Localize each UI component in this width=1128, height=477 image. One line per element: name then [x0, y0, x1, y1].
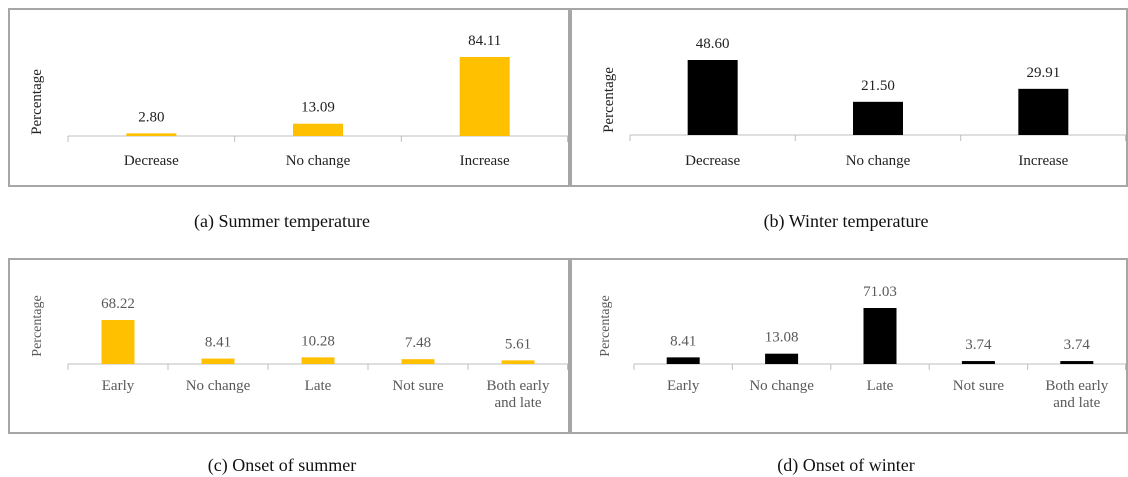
data-label-no-change: 13.09	[301, 100, 335, 116]
bar-early	[666, 357, 700, 364]
chart-panel-onset-of-winter: Percentage 8.41 Early 13.08 No change 71.03 La…	[570, 258, 1128, 434]
y-axis-title: Percentage	[601, 67, 617, 133]
category-label-not-sure: Not sure	[392, 378, 444, 394]
category-label-late: Late	[867, 378, 894, 394]
data-label-no-change: 21.50	[861, 78, 895, 94]
category-label-not-sure: Not sure	[953, 378, 1005, 394]
caption-onset-of-summer: (c) Onset of summer	[207, 455, 357, 475]
chart-panel-summer-temperature: Percentage 2.80 Decrease 13.09 No change 84.1…	[8, 8, 570, 187]
data-label-early: 68.22	[101, 296, 135, 312]
category-label-late: Late	[305, 378, 332, 394]
caption-winter-temperature: (b) Winter temperature	[763, 211, 929, 231]
bar-no-change	[293, 123, 343, 136]
category-label-both-early-and-late: Both early and late	[1045, 378, 1108, 411]
data-label-early: 8.41	[670, 333, 696, 349]
bar-late	[863, 308, 897, 364]
data-label-increase: 84.11	[468, 33, 501, 49]
bar-late	[301, 357, 335, 364]
chart-panel-winter-temperature: Percentage 48.60 Decrease 21.50 No change 29.…	[570, 8, 1128, 187]
bar-increase	[459, 57, 510, 136]
bar-not-sure	[961, 361, 995, 364]
category-label-both-early-and-late: Both early and late	[487, 378, 550, 411]
bar-both-early-and-late	[1060, 361, 1094, 364]
category-label-increase: Increase	[1018, 153, 1068, 169]
bar-chart-onset-of-summer: Percentage 68.22 Early 8.41 No change 10.28 La…	[30, 295, 568, 411]
data-label-both-early-and-late: 3.74	[1064, 337, 1091, 353]
category-label-no-change: No change	[186, 378, 251, 394]
data-label-not-sure: 7.48	[405, 335, 431, 351]
bar-both-early-and-late	[501, 360, 535, 364]
y-axis-title: Percentage	[29, 69, 45, 135]
category-label-decrease: Decrease	[685, 153, 740, 169]
data-label-not-sure: 3.74	[965, 337, 992, 353]
bar-no-change	[853, 101, 903, 135]
bar-no-change	[201, 358, 235, 364]
data-label-decrease: 48.60	[696, 36, 730, 52]
bar-early	[101, 320, 135, 364]
chart-panel-onset-of-summer: Percentage 68.22 Early 8.41 No change 10.28 La…	[8, 258, 570, 434]
category-label-early: Early	[667, 378, 700, 394]
category-label-early: Early	[102, 378, 135, 394]
category-label-decrease: Decrease	[124, 153, 179, 169]
category-label-increase: Increase	[460, 153, 510, 169]
bar-decrease	[687, 60, 738, 135]
data-label-both-early-and-late: 5.61	[505, 336, 531, 352]
caption-onset-of-winter: (d) Onset of winter	[777, 455, 915, 475]
category-label-no-change: No change	[286, 153, 351, 169]
data-label-late: 10.28	[301, 333, 335, 349]
data-label-increase: 29.91	[1026, 65, 1060, 81]
data-label-no-change: 8.41	[205, 335, 231, 351]
y-axis-title: Percentage	[598, 295, 613, 356]
category-label-no-change: No change	[749, 378, 814, 394]
bar-chart-winter-temperature: Percentage 48.60 Decrease 21.50 No change 29.…	[601, 36, 1126, 169]
data-label-no-change: 13.08	[765, 330, 799, 346]
bar-no-change	[765, 353, 799, 364]
data-label-late: 71.03	[863, 284, 897, 300]
data-label-decrease: 2.80	[138, 109, 164, 125]
bar-not-sure	[401, 359, 435, 364]
bar-chart-onset-of-winter: Percentage 8.41 Early 13.08 No change 71.03 La…	[598, 284, 1126, 411]
y-axis-title: Percentage	[30, 295, 45, 356]
caption-summer-temperature: (a) Summer temperature	[194, 211, 370, 231]
bar-decrease	[126, 133, 177, 136]
bar-chart-summer-temperature: Percentage 2.80 Decrease 13.09 No change 84.1…	[29, 33, 568, 169]
category-label-no-change: No change	[846, 153, 911, 169]
bar-increase	[1018, 88, 1069, 135]
